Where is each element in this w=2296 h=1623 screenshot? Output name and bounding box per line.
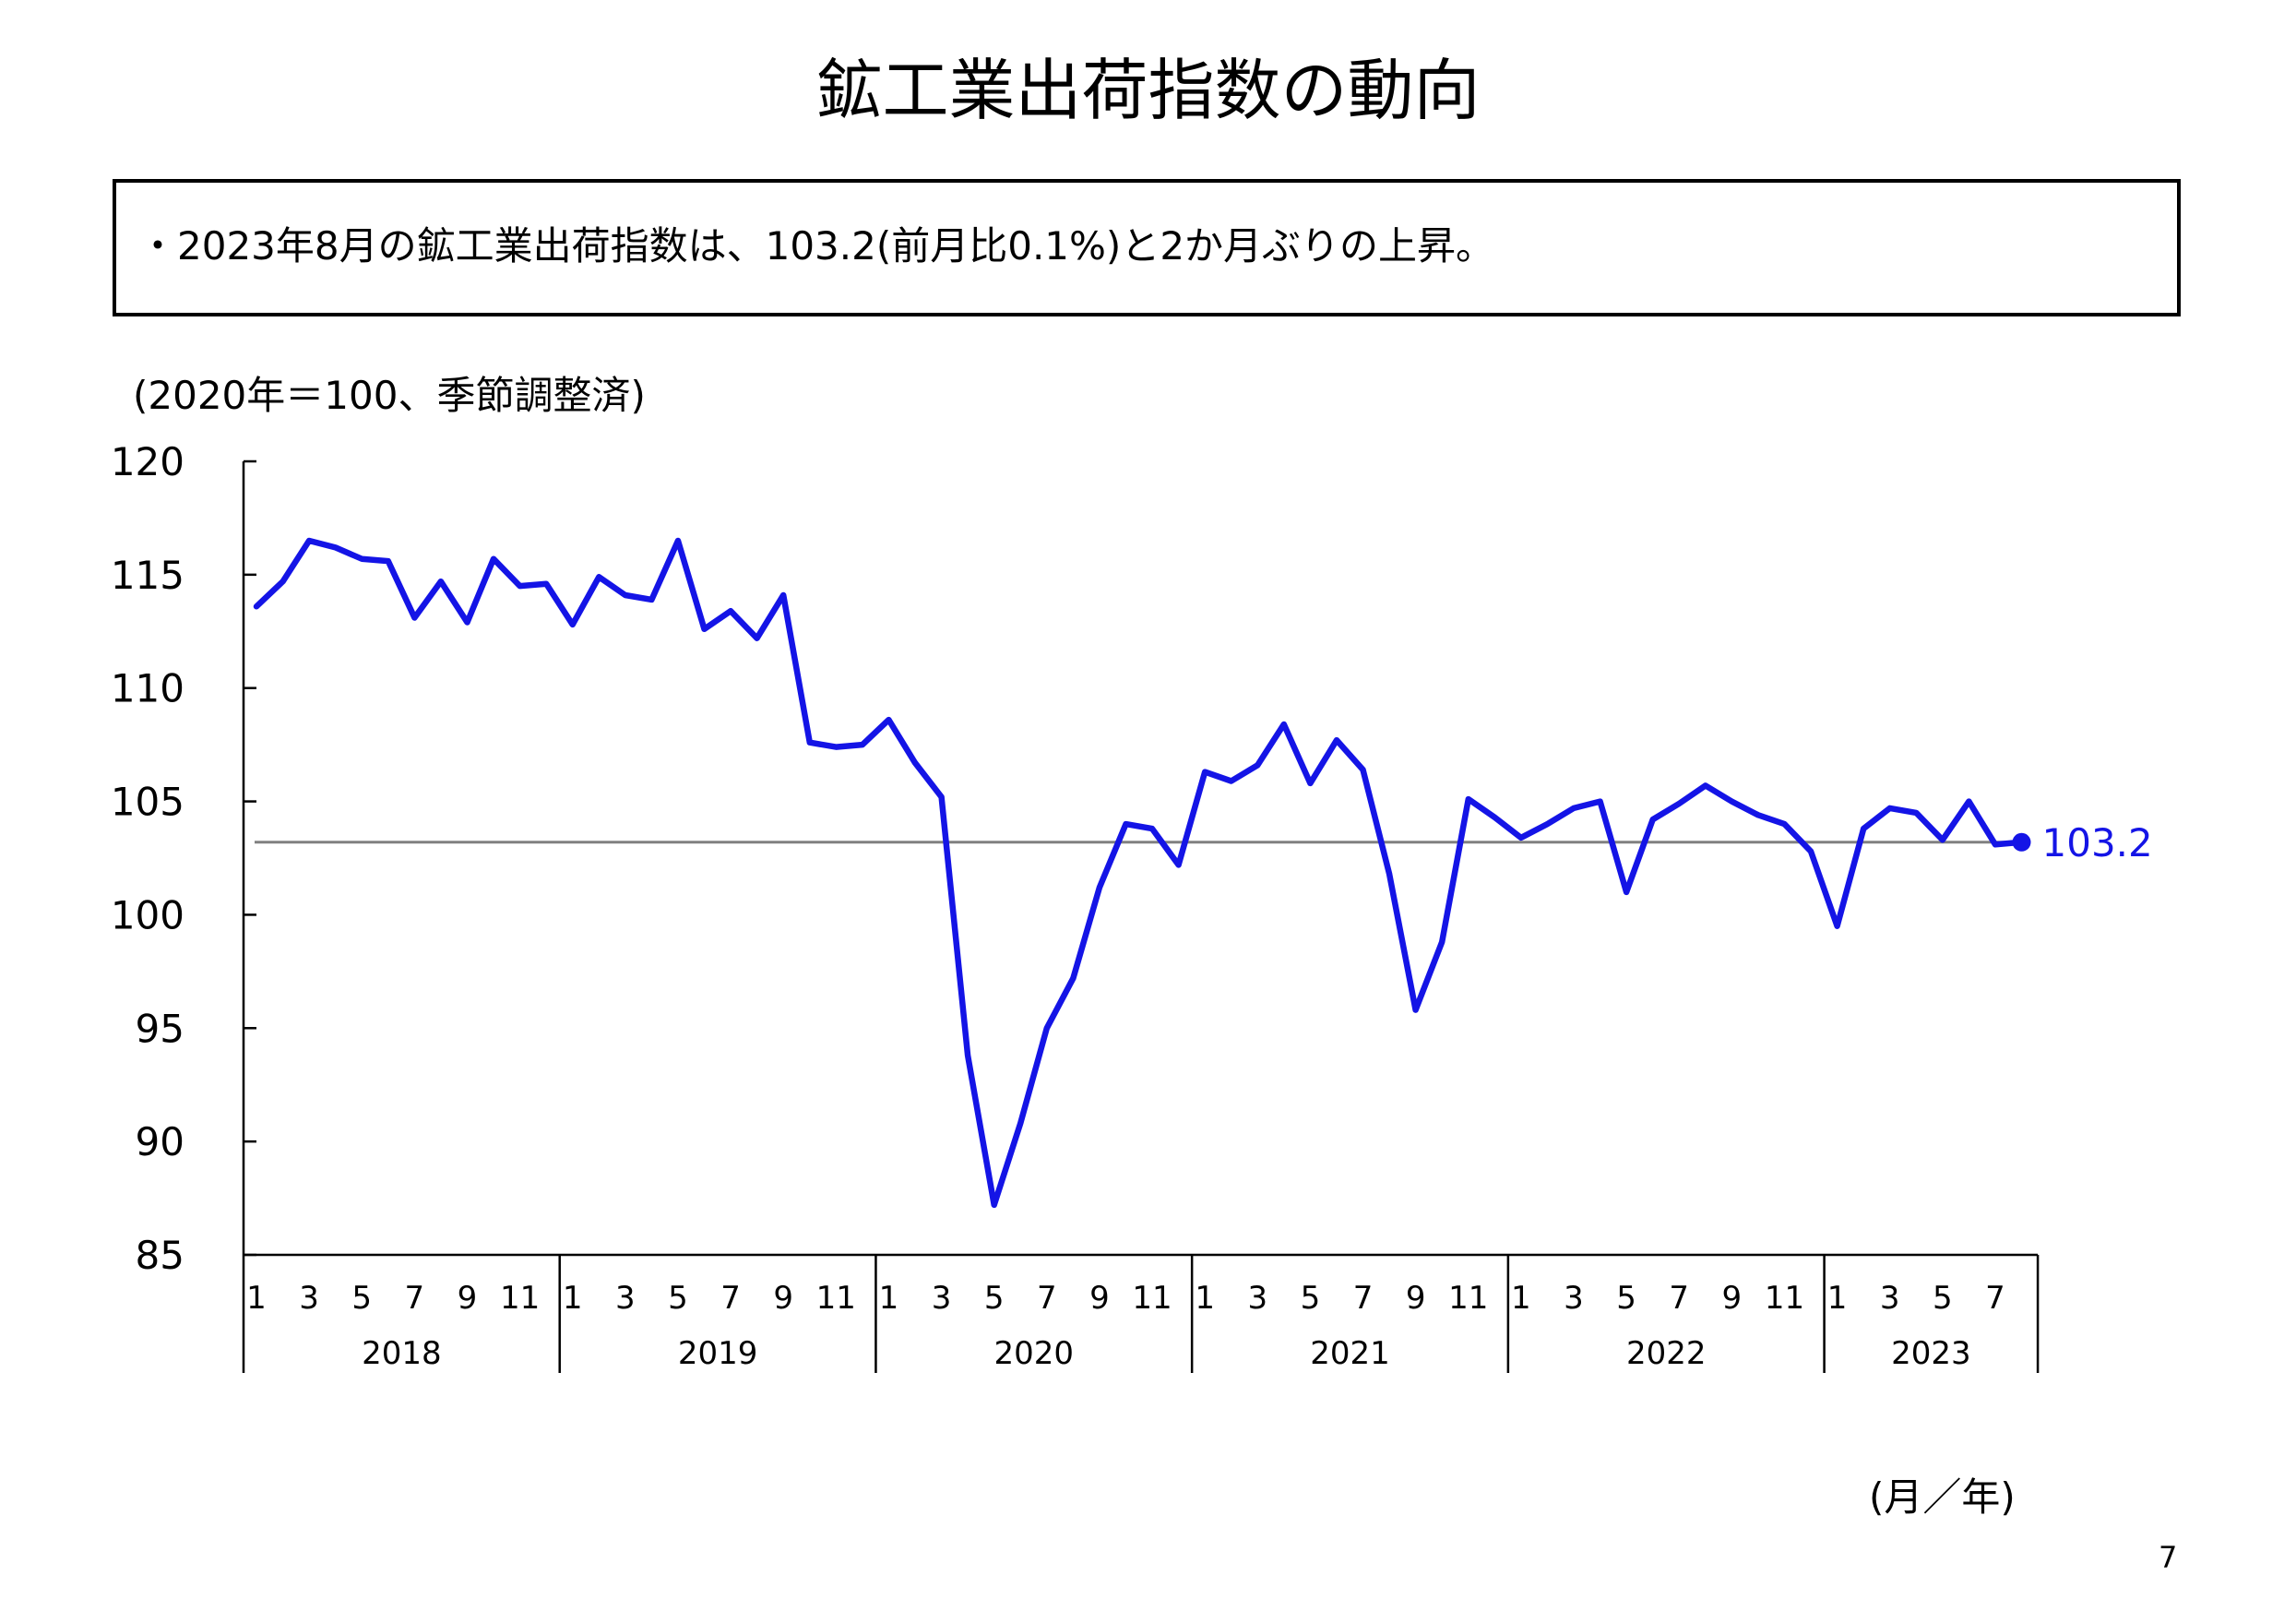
month-tick-label: 11	[1765, 1280, 1804, 1317]
month-tick-label: 7	[1669, 1280, 1689, 1317]
month-tick-label: 7	[1037, 1280, 1057, 1317]
month-tick-label: 3	[1880, 1280, 1900, 1317]
month-tick-label: 7	[1985, 1280, 2005, 1317]
year-label: 2019	[678, 1335, 758, 1372]
latest-value-label: 103.2	[2042, 820, 2153, 865]
month-tick-label: 1	[1827, 1280, 1848, 1317]
page-number: 7	[2159, 1540, 2178, 1575]
month-tick-label: 9	[1406, 1280, 1426, 1317]
year-label: 2018	[362, 1335, 442, 1372]
y-tick-label: 85	[136, 1233, 184, 1278]
month-tick-label: 5	[1616, 1280, 1636, 1317]
year-label: 2021	[1310, 1335, 1390, 1372]
month-tick-label: 3	[299, 1280, 319, 1317]
year-label: 2023	[1891, 1335, 1971, 1372]
month-tick-label: 11	[500, 1280, 540, 1317]
latest-point-marker	[2012, 832, 2031, 852]
year-label: 2020	[994, 1335, 1075, 1372]
y-tick-label: 110	[111, 666, 184, 711]
y-tick-label: 100	[111, 892, 184, 937]
y-tick-label: 115	[111, 553, 184, 598]
month-tick-label: 9	[458, 1280, 478, 1317]
month-tick-label: 3	[615, 1280, 636, 1317]
month-tick-label: 1	[1511, 1280, 1531, 1317]
series-line	[253, 537, 2025, 1209]
summary-text: ・2023年8月の鉱工業出荷指数は、103.2(前月比0.1%)と2か月ぶりの上…	[138, 223, 1495, 269]
month-tick-label: 3	[932, 1280, 952, 1317]
page-title: 鉱工業出荷指数の動向	[815, 52, 1481, 129]
month-tick-label: 9	[773, 1280, 793, 1317]
month-tick-label: 9	[1722, 1280, 1743, 1317]
month-tick-label: 7	[405, 1280, 425, 1317]
month-tick-label: 1	[246, 1280, 267, 1317]
y-tick-label: 105	[111, 780, 184, 825]
month-tick-label: 11	[1448, 1280, 1488, 1317]
x-axis-unit: (月／年)	[1869, 1474, 2016, 1520]
month-tick-label: 5	[668, 1280, 688, 1317]
month-tick-label: 1	[879, 1280, 899, 1317]
unit-note: (2020年＝100、季節調整済)	[133, 373, 646, 418]
month-tick-label: 7	[1353, 1280, 1374, 1317]
month-tick-label: 1	[1195, 1280, 1215, 1317]
year-label: 2022	[1626, 1335, 1707, 1372]
summary-box: ・2023年8月の鉱工業出荷指数は、103.2(前月比0.1%)と2か月ぶりの上…	[113, 179, 2181, 316]
month-tick-label: 11	[816, 1280, 856, 1317]
y-tick-label: 95	[136, 1006, 184, 1051]
month-tick-label: 3	[1564, 1280, 1584, 1317]
y-tick-label: 90	[136, 1119, 184, 1164]
series-layer	[253, 537, 2031, 1209]
month-tick-label: 7	[720, 1280, 741, 1317]
month-tick-label: 5	[1301, 1280, 1321, 1317]
month-tick-label: 3	[1247, 1280, 1267, 1317]
month-tick-label: 1	[563, 1280, 583, 1317]
y-tick-label: 120	[111, 439, 184, 484]
month-tick-label: 5	[984, 1280, 1005, 1317]
month-tick-label: 5	[351, 1280, 372, 1317]
month-tick-label: 11	[1132, 1280, 1172, 1317]
label-layer: 103.2	[2042, 820, 2153, 865]
month-tick-label: 9	[1089, 1280, 1110, 1317]
month-tick-label: 5	[1933, 1280, 1953, 1317]
